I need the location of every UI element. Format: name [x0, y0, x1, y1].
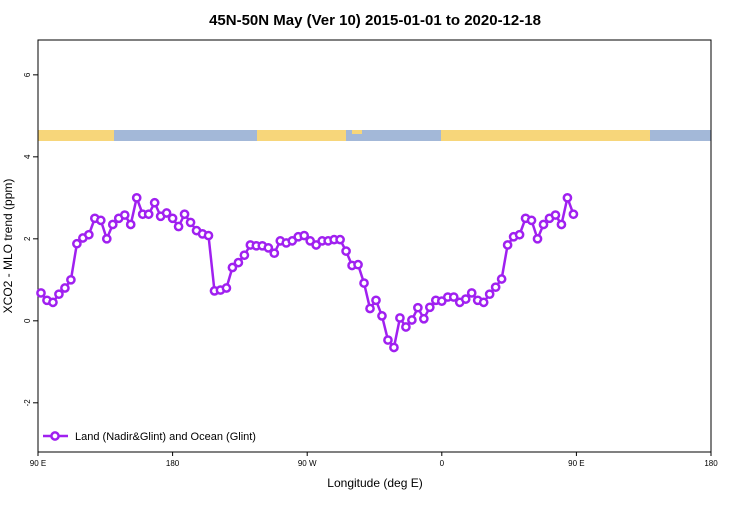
data-point	[341, 246, 351, 256]
data-point	[66, 274, 76, 285]
data-point	[54, 289, 64, 300]
data-point	[125, 219, 136, 230]
data-point	[179, 209, 190, 220]
x-tick-label: 90 E	[568, 459, 584, 468]
y-tick-label: 2	[23, 236, 32, 241]
data-point	[95, 215, 106, 226]
data-point	[556, 219, 567, 230]
data-point	[407, 315, 417, 325]
y-tick-label: 4	[23, 154, 32, 159]
data-point	[263, 242, 274, 253]
data-point	[413, 302, 423, 313]
data-point	[107, 219, 118, 230]
x-tick-label: 180	[166, 459, 180, 468]
data-point	[83, 229, 94, 240]
data-point	[496, 274, 507, 284]
data-point	[143, 209, 154, 220]
data-point	[383, 335, 393, 345]
data-point	[532, 233, 543, 244]
data-point	[401, 322, 411, 332]
x-axis-label: Longitude (deg E)	[327, 476, 422, 490]
chart-title: 45N-50N May (Ver 10) 2015-01-01 to 2020-…	[209, 12, 541, 29]
data-point	[101, 233, 112, 244]
data-point	[502, 240, 513, 250]
data-point	[538, 219, 549, 230]
data-point	[353, 259, 363, 270]
data-point	[377, 311, 387, 321]
legend-label: Land (Nadir&Glint) and Ocean (Glint)	[75, 431, 256, 443]
data-point	[466, 288, 477, 298]
data-point	[448, 292, 459, 302]
data-point	[371, 295, 381, 306]
data-point	[149, 197, 160, 208]
data-point	[221, 283, 232, 293]
data-point	[227, 262, 238, 273]
y-tick-label: 6	[23, 72, 32, 77]
data-point	[299, 230, 310, 241]
data-point	[359, 278, 369, 288]
legend-marker	[50, 431, 60, 441]
data-point	[365, 303, 375, 314]
data-point	[424, 302, 435, 313]
data-point	[119, 210, 130, 220]
data-point	[173, 221, 184, 232]
x-tick-label: 180	[704, 459, 718, 468]
land-ocean-strip	[38, 130, 711, 141]
data-point	[60, 283, 70, 293]
x-tick-label: 90 W	[298, 459, 317, 468]
data-point	[36, 288, 46, 298]
y-axis-label: XCO2 - MLO trend (ppm)	[1, 179, 15, 314]
data-point	[562, 192, 573, 203]
data-point	[568, 209, 579, 220]
x-tick-label: 0	[440, 459, 445, 468]
data-point	[161, 208, 172, 218]
data-point	[269, 248, 280, 259]
plot-frame	[37, 39, 712, 453]
data-point	[484, 289, 495, 300]
data-point	[185, 217, 196, 228]
data-point	[48, 297, 58, 308]
y-tick-label: -2	[23, 399, 32, 407]
data-point	[72, 238, 82, 249]
data-point	[233, 257, 244, 268]
data-point	[389, 342, 399, 353]
data-point	[490, 282, 501, 293]
data-point	[550, 210, 561, 220]
data-point	[239, 250, 250, 261]
data-point	[478, 297, 489, 308]
data-point	[460, 294, 471, 304]
data-point	[167, 213, 178, 224]
data-point	[419, 313, 429, 324]
data-point	[526, 215, 537, 226]
data-point	[203, 230, 214, 241]
data-point	[335, 234, 345, 245]
x-tick-label: 90 E	[30, 459, 46, 468]
data-point	[395, 313, 405, 323]
data-point	[514, 229, 525, 240]
y-tick-label: 0	[23, 318, 32, 323]
data-point	[131, 192, 142, 203]
